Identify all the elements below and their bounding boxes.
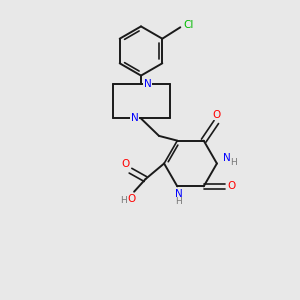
Text: H: H	[176, 197, 182, 206]
Text: N: N	[175, 190, 183, 200]
Text: H: H	[120, 196, 127, 205]
Text: Cl: Cl	[184, 20, 194, 30]
Text: O: O	[227, 182, 236, 191]
Text: O: O	[128, 194, 136, 204]
Text: O: O	[121, 159, 130, 169]
Text: N: N	[223, 153, 230, 163]
Text: N: N	[130, 113, 138, 124]
Text: N: N	[144, 79, 152, 89]
Text: H: H	[230, 158, 237, 167]
Text: O: O	[213, 110, 221, 119]
